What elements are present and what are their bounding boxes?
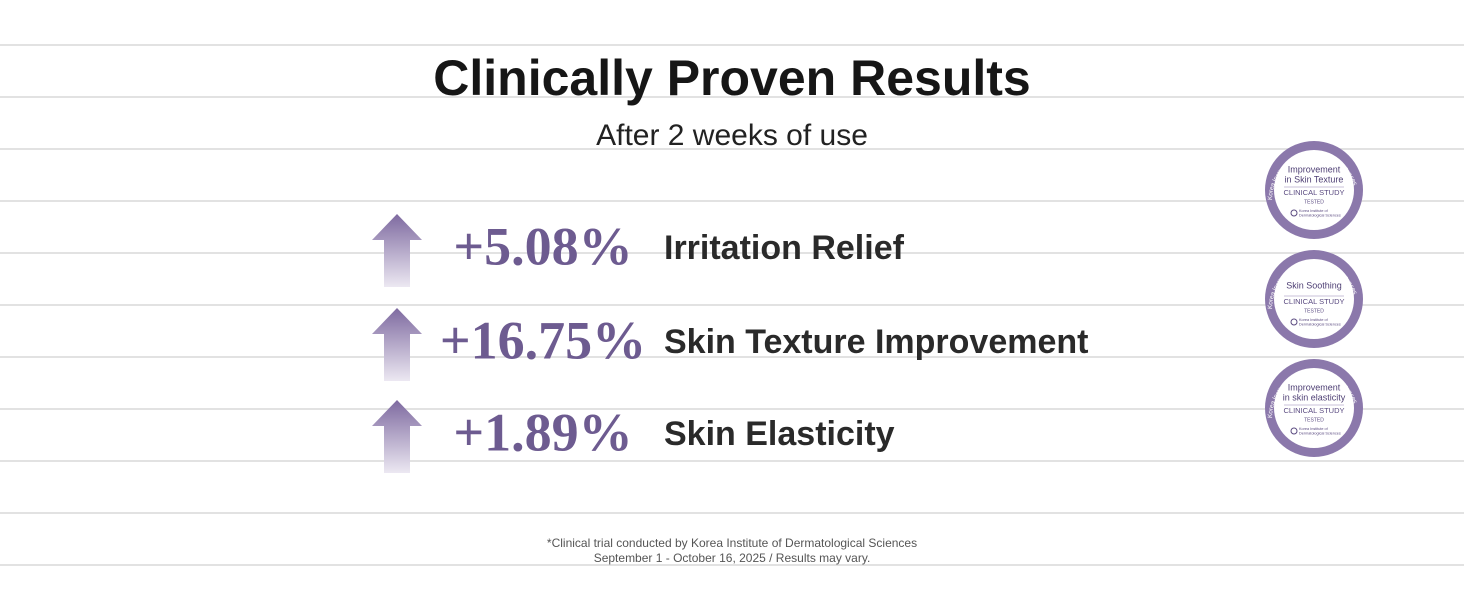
badge-logo xyxy=(1290,318,1298,326)
title: Clinically Proven Results xyxy=(433,50,1030,106)
badge-title: in skin elasticity xyxy=(1283,392,1346,402)
badge-logo-text: Dermatological Sciences xyxy=(1299,323,1341,327)
badge-study: CLINICAL STUDY xyxy=(1284,297,1345,306)
badge-title: Skin Soothing xyxy=(1286,280,1342,290)
badge: Korea Institute of Dermatological Scienc… xyxy=(1265,359,1363,457)
badge-logo-text: Dermatological Sciences xyxy=(1299,432,1341,436)
badge-title: Improvement xyxy=(1288,382,1341,392)
badge-logo-text: Dermatological Sciences xyxy=(1299,214,1341,218)
badge-study: CLINICAL STUDY xyxy=(1284,188,1345,197)
subtitle: After 2 weeks of use xyxy=(596,119,868,152)
badge-logo-text: Korea Institute of xyxy=(1299,209,1329,213)
badge-logo-text: Korea Institute of xyxy=(1299,318,1329,322)
result-label: Irritation Relief xyxy=(664,229,905,267)
background-rules xyxy=(0,44,1464,566)
result-value: +1.89% xyxy=(453,402,632,462)
arrow-icon xyxy=(372,308,422,381)
result-value: +5.08% xyxy=(453,216,632,276)
badge-logo-text: Korea Institute of xyxy=(1299,427,1329,431)
badge-tested: TESTED xyxy=(1304,199,1324,205)
badge-title: in Skin Texture xyxy=(1285,174,1344,184)
badge-tested: TESTED xyxy=(1304,308,1324,314)
result-label: Skin Texture Improvement xyxy=(664,323,1089,361)
result-value: +16.75% xyxy=(440,310,646,370)
badge-tested: TESTED xyxy=(1304,417,1324,423)
badge: Korea Institute of Dermatological Scienc… xyxy=(1265,141,1363,239)
arrow-icon xyxy=(372,400,422,473)
badge-logo xyxy=(1290,209,1298,217)
result-label: Skin Elasticity xyxy=(664,415,895,453)
badge: Korea Institute of Dermatological Scienc… xyxy=(1265,250,1363,348)
badge-logo xyxy=(1290,427,1298,435)
badge-study: CLINICAL STUDY xyxy=(1284,406,1345,415)
footnote: September 1 - October 16, 2025 / Results… xyxy=(594,551,871,565)
footnote: *Clinical trial conducted by Korea Insti… xyxy=(547,536,917,550)
arrow-icon xyxy=(372,214,422,287)
badge-title: Improvement xyxy=(1288,164,1341,174)
